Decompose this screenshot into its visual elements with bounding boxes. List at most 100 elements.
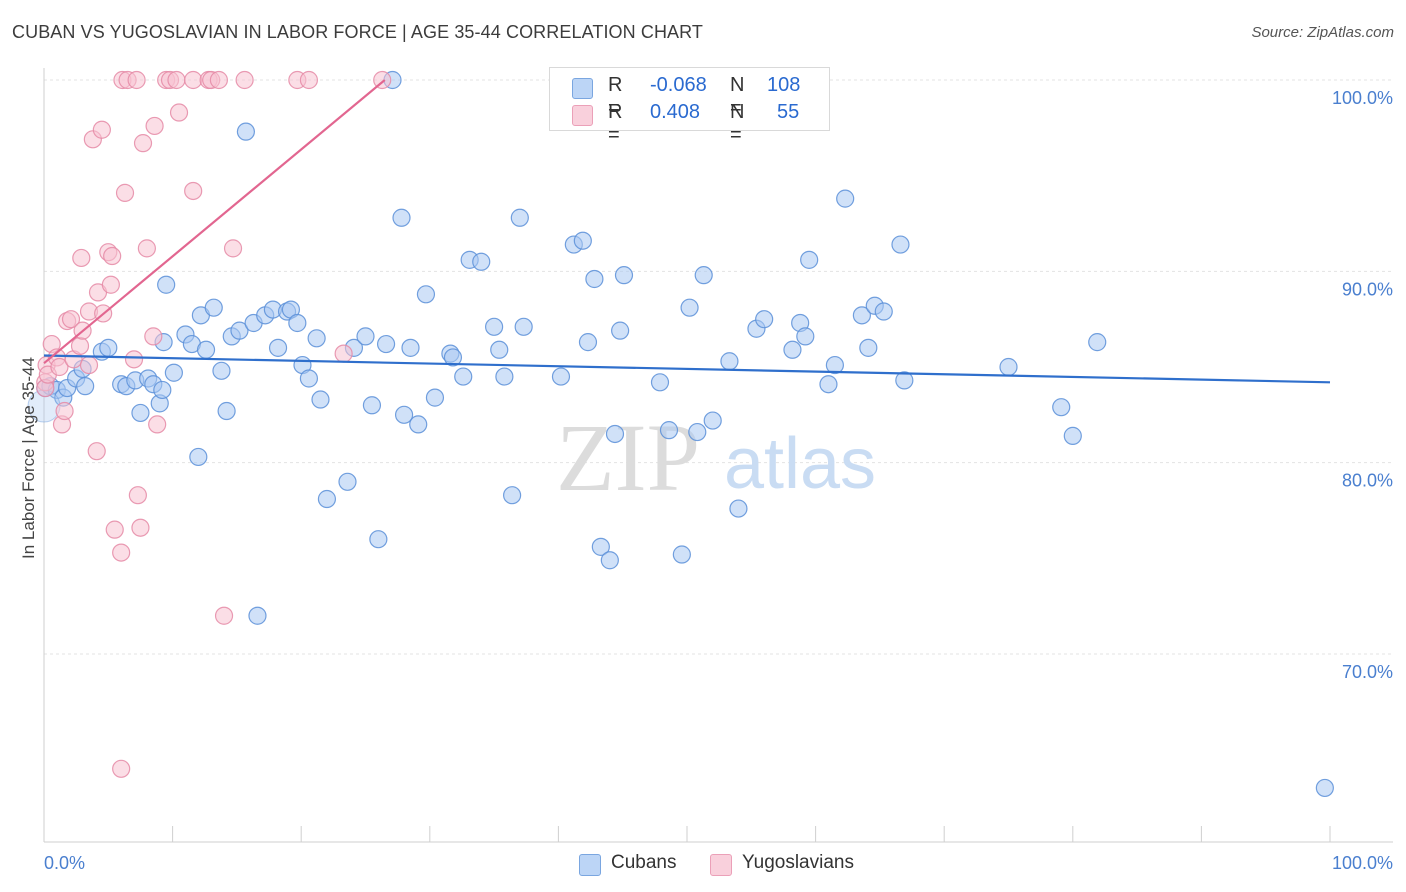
cubans-point-81 <box>672 545 691 564</box>
yugoslavians-point-25 <box>105 520 124 539</box>
cubans-point-101 <box>891 235 910 254</box>
cubans-point-89 <box>755 310 774 329</box>
cubans-point-30 <box>230 321 249 340</box>
cubans-point-106 <box>1088 333 1107 352</box>
yugoslavians-point-43 <box>184 181 203 201</box>
yugoslavians-point-10 <box>61 310 81 329</box>
yugoslavians-point-48 <box>214 606 234 625</box>
yugoslavians-point-13 <box>72 248 91 268</box>
cubans-point-84 <box>694 266 713 285</box>
yugoslavians-point-32 <box>128 486 147 505</box>
cubans-point-33 <box>248 606 267 625</box>
yugoslavians-point-52 <box>299 70 319 90</box>
cubans-point-93 <box>800 250 819 269</box>
cubans-point-100 <box>874 302 893 321</box>
series-yugoslavians <box>36 70 392 778</box>
cubans-point-47 <box>356 327 375 346</box>
legend-r-value: -0.068 <box>650 74 707 96</box>
cubans-point-52 <box>392 208 411 227</box>
cubans-point-43 <box>311 390 330 409</box>
axes-layer <box>43 68 1393 843</box>
cubans-point-83 <box>688 422 707 442</box>
cubans-point-72 <box>578 333 598 352</box>
cubans-point-75 <box>600 551 619 570</box>
cubans-point-92 <box>796 327 815 346</box>
cubans-point-23 <box>189 447 208 467</box>
cubans-point-9 <box>99 338 118 357</box>
yugoslavians-point-8 <box>55 401 74 421</box>
correlation-legend: R = -0.068 N = 108 R = 0.408 N = 55 <box>549 67 830 146</box>
yugoslavians-point-18 <box>87 442 106 461</box>
yugoslavians-swatch <box>572 105 593 126</box>
cubans-point-68 <box>514 317 533 336</box>
yugoslavians-point-47 <box>209 70 228 90</box>
cubans-point-19 <box>157 275 176 294</box>
cubans-point-82 <box>680 298 699 317</box>
yugoslavians-point-53 <box>334 344 353 363</box>
watermark-zip: ZIP <box>556 404 700 511</box>
cubans-point-65 <box>495 367 514 386</box>
cubans-point-95 <box>825 355 844 375</box>
cubans-point-42 <box>307 329 326 348</box>
yugoslavians-point-50 <box>235 70 254 90</box>
cubans-point-78 <box>614 266 634 285</box>
y-tick-label-90: 90.0% <box>1342 279 1393 299</box>
cubans-point-36 <box>268 338 288 357</box>
yugoslavians-point-15 <box>79 355 99 375</box>
cubans-point-87 <box>729 499 748 518</box>
yugoslavians-point-42 <box>169 103 189 122</box>
cubans-point-107 <box>1315 778 1334 798</box>
watermark: ZIP atlas <box>556 404 876 511</box>
cubans-point-103 <box>999 357 1018 377</box>
yugoslavians-point-24 <box>103 246 122 266</box>
cubans-point-31 <box>236 122 256 141</box>
cubans-point-96 <box>836 189 855 208</box>
cubans-point-97 <box>852 306 871 325</box>
cubans-point-73 <box>585 269 604 289</box>
y-tick-label-70: 70.0% <box>1342 662 1393 682</box>
legend-r-value: 0.408 <box>650 101 701 123</box>
legend-n-label: N = <box>730 101 745 146</box>
yugoslavians-point-6 <box>50 357 69 377</box>
cubans-point-90 <box>783 340 802 359</box>
cubans-point-86 <box>720 352 739 371</box>
yugoslavians-point-33 <box>131 518 150 537</box>
cubans-point-59 <box>443 348 463 367</box>
cubans-point-105 <box>1063 426 1082 445</box>
cubans-point-55 <box>409 415 428 434</box>
cubans-point-66 <box>503 486 522 505</box>
cubans-point-20 <box>164 363 183 382</box>
yugoslavians-point-31 <box>127 70 146 90</box>
cubans-point-102 <box>895 371 914 390</box>
cubans-point-76 <box>605 424 625 444</box>
cubans-point-53 <box>394 405 414 424</box>
cubans-point-60 <box>454 367 473 386</box>
yugoslavians-swatch <box>710 854 732 876</box>
cubans-point-49 <box>369 530 388 549</box>
cubans-point-67 <box>510 208 529 227</box>
cubans-point-98 <box>859 338 878 357</box>
yugoslavians-point-34 <box>133 134 153 153</box>
cubans-point-39 <box>288 313 307 333</box>
yugoslavians-point-36 <box>144 327 163 346</box>
cubans-point-80 <box>659 421 679 440</box>
cubans-point-94 <box>819 375 838 394</box>
x-tick-label-100: 100.0% <box>1332 853 1393 873</box>
yugoslavians-point-23 <box>101 275 120 294</box>
yugoslavians-point-30 <box>124 350 144 369</box>
cubans-point-56 <box>416 285 436 304</box>
cubans-point-64 <box>490 340 509 359</box>
yugoslavians-point-41 <box>167 70 186 90</box>
grid-layer: 70.0% 80.0% 90.0% 100.0% <box>44 79 1393 682</box>
yugoslavians-point-26 <box>112 543 131 562</box>
legend-r-label: R = <box>608 74 623 119</box>
cubans-point-85 <box>703 411 722 430</box>
yugoslavians-point-35 <box>137 239 156 258</box>
yugoslavians-point-49 <box>223 239 243 258</box>
cubans-swatch <box>579 854 601 876</box>
cubans-point-27 <box>212 361 231 380</box>
yugoslavians-point-44 <box>184 70 203 90</box>
cubans-swatch <box>572 78 593 99</box>
cubans-point-44 <box>317 489 337 509</box>
legend-n-label: N = <box>730 74 745 119</box>
